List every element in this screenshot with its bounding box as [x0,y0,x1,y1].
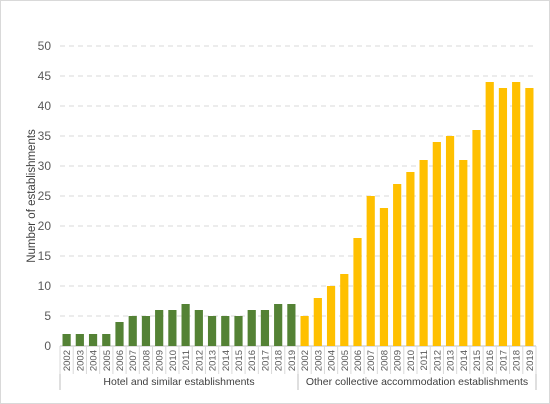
x-tick-label: 2015 [472,350,483,371]
x-tick-label: 2002 [300,350,311,371]
bar [194,310,203,346]
y-tick-label: 40 [38,99,52,113]
x-tick-label: 2018 [274,350,285,371]
y-tick-label: 35 [38,129,52,143]
bar [128,316,137,346]
bar [287,304,296,346]
x-tick-label: 2019 [525,350,536,371]
x-tick-label: 2010 [168,350,179,371]
bar [313,298,322,346]
bar [485,82,494,346]
bar [459,160,468,346]
bar [525,88,534,346]
x-axis-groups: Hotel and similar establishments Other co… [59,346,537,390]
y-tick-label: 45 [38,69,52,83]
x-tick-label: 2008 [379,350,390,371]
x-tick-label: 2017 [498,350,509,371]
bar [353,238,362,346]
bar [102,334,111,346]
bar [207,316,217,346]
x-tick-label: 2015 [234,350,245,371]
x-tick-label: 2016 [247,350,258,371]
group-label: Other collective accommodation establish… [306,376,528,388]
x-tick-label: 2014 [221,350,232,371]
x-tick-label: 2006 [115,350,126,371]
x-tick-label: 2011 [181,350,192,370]
x-axis-ticks: 2002 2003 2004 2005 2006 2007 2008 2009 2010 2011… [62,350,536,371]
x-tick-label: 2019 [287,350,298,371]
bar [512,82,521,346]
x-tick-label: 2008 [141,350,152,371]
x-tick-label: 2012 [432,350,443,371]
bar [260,310,270,346]
bar [379,208,389,346]
bar [234,316,243,346]
x-tick-label: 2018 [512,350,523,371]
bar [274,304,283,346]
bar [141,316,151,346]
bar [181,304,190,346]
bar [340,274,349,346]
bar [300,316,309,346]
bar [168,310,177,346]
x-tick-label: 2009 [393,350,404,371]
x-tick-label: 2011 [419,350,430,370]
bar [498,88,508,346]
x-tick-label: 2009 [155,350,166,371]
x-tick-label: 2007 [366,350,377,371]
bar [115,322,124,346]
x-tick-label: 2010 [406,350,417,371]
bar [366,196,375,346]
x-tick-label: 2013 [208,350,219,371]
x-tick-label: 2017 [260,350,271,371]
bar [326,286,336,346]
x-tick-label: 2005 [340,350,351,371]
y-tick-label: 0 [44,339,51,353]
x-tick-label: 2002 [62,350,73,371]
bar [406,172,415,346]
y-tick-label: 20 [38,219,52,233]
x-tick-label: 2006 [353,350,364,371]
bar [247,310,256,346]
y-axis-title: Number of establishments [26,129,38,263]
y-tick-label: 5 [44,309,51,323]
y-axis-ticks: 0 5 10 15 20 25 30 35 40 45 50 [38,39,52,353]
x-tick-label: 2014 [459,350,470,371]
x-tick-label: 2004 [89,350,100,371]
x-tick-label: 2005 [102,350,113,371]
x-tick-label: 2004 [327,350,338,371]
y-tick-label: 25 [38,189,52,203]
bar [155,310,164,346]
bar [88,334,98,346]
bar [432,142,441,346]
bar [221,316,230,346]
x-tick-label: 2003 [313,350,324,371]
group-label: Hotel and similar establishments [103,376,254,388]
bar [62,334,71,346]
bar [393,184,402,346]
bars [62,82,534,346]
y-tick-label: 15 [38,249,52,263]
x-tick-label: 2016 [485,350,496,371]
x-tick-label: 2007 [128,350,139,371]
bar [445,136,455,346]
x-tick-label: 2003 [75,350,86,371]
bar [472,130,481,346]
x-tick-label: 2012 [194,350,205,371]
bar [75,334,84,346]
y-tick-label: 50 [38,39,52,53]
bar [419,160,428,346]
y-tick-label: 30 [38,159,52,173]
y-tick-label: 10 [38,279,52,293]
x-tick-label: 2013 [446,350,457,371]
